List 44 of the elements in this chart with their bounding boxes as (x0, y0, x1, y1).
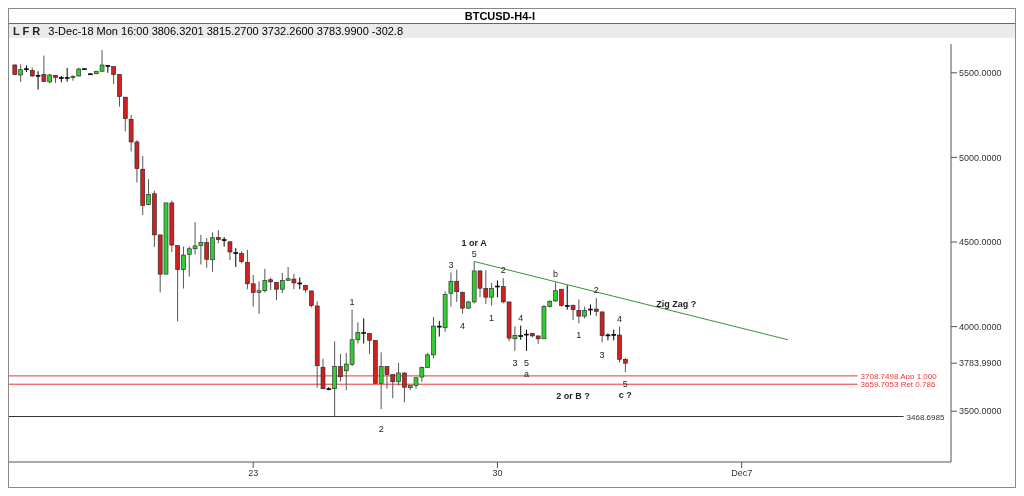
candlestick (361, 317, 366, 345)
annotation: 2 (500, 265, 506, 276)
annotation: 3 (512, 358, 518, 369)
candlestick (105, 64, 111, 74)
chart-subtitle: 3-Dec-18 Mon 16:00 3806.3201 3815.2700 3732.2600 3783.9900 -302.8 (48, 24, 404, 38)
candlestick (227, 240, 233, 261)
annotation: 1 (489, 312, 495, 323)
annotation: 1 (349, 296, 355, 307)
candlestick (320, 358, 326, 390)
annotation: 1 or A (461, 237, 488, 248)
ref-line-label: 3468.6985 (906, 412, 945, 422)
annotation: 2 (378, 423, 384, 434)
annotation: 1 (576, 330, 582, 341)
candlestick (570, 303, 576, 321)
candlestick (233, 247, 239, 268)
x-tick-label: 30 (492, 468, 503, 479)
annotation: 3 (599, 349, 605, 360)
y-tick-label: 5000.0000 (959, 152, 1002, 163)
annotation: 2 or B ? (556, 391, 590, 402)
candlestick (564, 284, 570, 311)
annotation: 4 (617, 313, 623, 324)
y-tick-label: 4000.0000 (959, 321, 1002, 332)
annotation: b (553, 269, 559, 280)
x-tick-label: Dec7 (731, 468, 753, 479)
annotation: 2 (593, 285, 599, 296)
annotation: 4 (518, 312, 524, 323)
annotation: c ? (618, 390, 632, 401)
candlestick (221, 236, 227, 248)
y-tick-label: 5500.0000 (959, 67, 1002, 78)
candlestick (35, 70, 41, 91)
chart-title: BTCUSD-H4-I (463, 9, 536, 23)
annotation: 3 (448, 259, 454, 270)
annotation: 5 (471, 248, 477, 259)
text: L F R (13, 24, 41, 38)
x-tick-label: 23 (248, 468, 259, 479)
y-tick-label: 3500.0000 (959, 406, 1002, 417)
y-tick-label: 4500.0000 (959, 237, 1002, 248)
annotation: a (524, 369, 530, 380)
annotation: 5 (622, 379, 628, 390)
annotation: Zig Zag ? (656, 299, 697, 310)
y-tick-label: 3783.9900 (959, 358, 1002, 369)
ref-line-label: 3659.7053 Ret 0.786 (860, 380, 936, 390)
annotation: 5 (524, 358, 530, 369)
annotation: 4 (460, 320, 466, 331)
